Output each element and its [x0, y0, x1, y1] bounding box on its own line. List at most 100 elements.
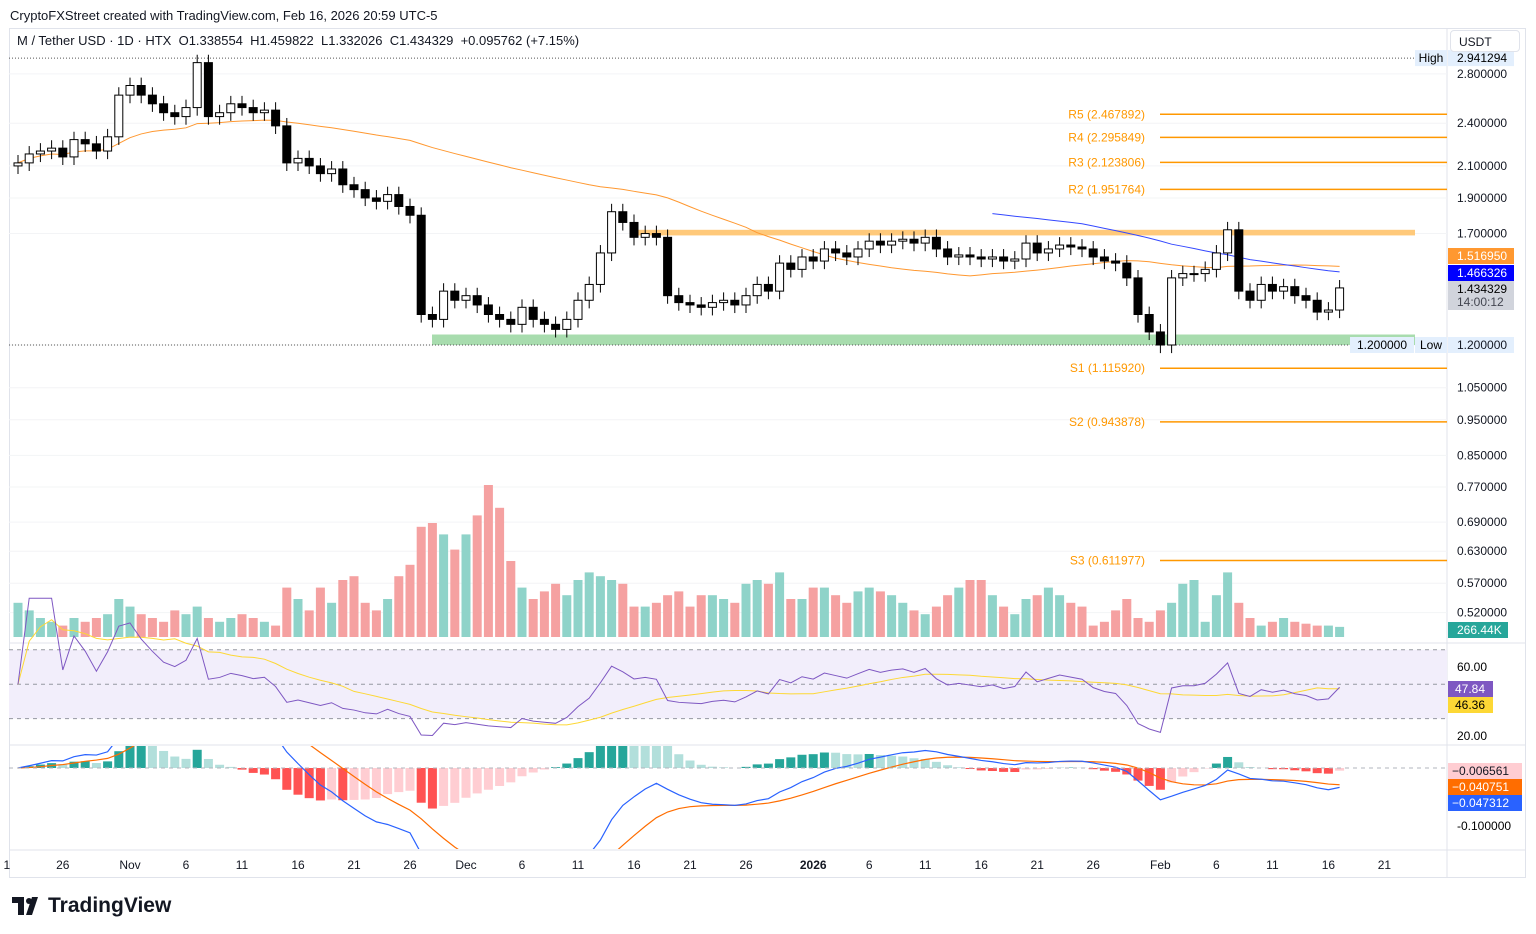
- macd-histogram-bar: [483, 768, 493, 790]
- candle-body: [786, 262, 796, 270]
- volume-bar: [640, 606, 650, 637]
- candle-body: [181, 107, 191, 118]
- price-tick-label: 2.400000: [1457, 116, 1507, 130]
- candle-body: [203, 62, 213, 118]
- price-tick-label: 0.690000: [1457, 515, 1507, 529]
- candle-body: [170, 112, 180, 118]
- volume-bar: [293, 599, 303, 637]
- low-value: 1.200000: [1357, 338, 1407, 352]
- macd-tick: -0.100000: [1457, 819, 1511, 833]
- time-tick-label: 16: [1322, 858, 1336, 872]
- macd-histogram-bar: [842, 754, 852, 768]
- macd-histogram-bar: [1144, 768, 1154, 786]
- pivot-label: S2 (0.943878): [1069, 415, 1145, 429]
- macd-histogram-bar: [69, 761, 79, 768]
- candle-body: [58, 147, 68, 158]
- macd-histogram-bar: [1088, 768, 1098, 770]
- macd-histogram-bar: [405, 768, 415, 791]
- macd-hist-tag-bg: [1448, 763, 1522, 779]
- symbol-name[interactable]: M / Tether USD · 1D · HTX: [17, 33, 172, 48]
- volume-bar: [539, 591, 549, 637]
- time-tick-label: 1: [3, 858, 10, 872]
- macd-histogram-bar: [1234, 762, 1244, 768]
- candle-body: [215, 112, 225, 118]
- high-label: High: [1419, 51, 1444, 65]
- price-tick-label: 2.100000: [1457, 159, 1507, 173]
- candle-body: [999, 256, 1009, 262]
- candle-body: [1290, 286, 1300, 297]
- candle-body: [853, 248, 863, 258]
- candle-body: [1043, 248, 1053, 254]
- volume-bar: [405, 564, 415, 637]
- pivot-label: R4 (2.295849): [1068, 130, 1145, 144]
- candle-body: [1088, 248, 1098, 258]
- macd-histogram-bar: [1335, 768, 1345, 771]
- time-tick-label: Feb: [1150, 858, 1171, 872]
- macd-histogram-bar: [1323, 768, 1333, 774]
- rsi-ma-tag: 46.36: [1455, 698, 1485, 712]
- volume-bar: [1335, 626, 1345, 637]
- volume-bar: [707, 595, 717, 637]
- macd-histogram-bar: [707, 766, 717, 768]
- macd-histogram-bar: [1290, 768, 1300, 771]
- support-zone: [432, 334, 1415, 345]
- low-label: Low: [1420, 338, 1442, 352]
- macd-histogram-bar: [629, 746, 639, 768]
- candle-body: [125, 85, 135, 96]
- candle-body: [887, 240, 897, 246]
- macd-histogram-bar: [461, 768, 471, 798]
- currency-button[interactable]: USDT: [1450, 30, 1520, 52]
- volume-bar: [47, 621, 57, 637]
- price-tick-label: 0.770000: [1457, 480, 1507, 494]
- sma-tag-bg: [1448, 248, 1514, 264]
- candle-body: [842, 252, 852, 258]
- price-tick-label: 2.800000: [1457, 67, 1507, 81]
- logo-text: TradingView: [48, 894, 172, 917]
- volume-bar: [282, 587, 292, 637]
- macd-histogram-bar: [248, 768, 258, 773]
- volume-bar: [808, 587, 818, 637]
- macd-histogram-bar: [203, 758, 213, 768]
- macd-signal-tag: −0.040751: [1452, 780, 1509, 794]
- candle-body: [674, 295, 684, 304]
- candle-body: [159, 103, 169, 114]
- macd-histogram-bar: [752, 764, 762, 768]
- candle-body: [461, 295, 471, 301]
- macd-histogram-bar: [1155, 768, 1165, 790]
- macd-histogram-bar: [215, 764, 225, 768]
- tradingview-logo[interactable]: TradingView: [12, 894, 171, 918]
- volume-bar: [1021, 599, 1031, 637]
- volume-bar: [775, 572, 785, 637]
- high-label-bg: [1415, 50, 1447, 67]
- macd-histogram-bar: [315, 768, 325, 801]
- candle-body: [931, 236, 941, 250]
- time-tick-label: 6: [183, 858, 190, 872]
- macd-histogram-bar: [439, 768, 449, 806]
- volume-bar: [573, 580, 583, 637]
- volume-bar: [1066, 602, 1076, 637]
- macd-histogram-bar: [775, 759, 785, 768]
- low-label-bg: [1415, 337, 1447, 353]
- high-value: 2.941294: [1457, 51, 1507, 65]
- volume-bar: [1200, 621, 1210, 637]
- volume-bar: [943, 595, 953, 637]
- time-tick-label: 26: [739, 858, 753, 872]
- candle-body: [595, 252, 605, 285]
- candle-body: [562, 318, 572, 330]
- candle-body: [831, 248, 841, 254]
- candle-body: [1155, 331, 1165, 346]
- volume-bar: [91, 618, 101, 637]
- candle-body: [293, 157, 303, 164]
- time-tick-label: 16: [627, 858, 641, 872]
- macd-histogram-bar: [58, 764, 68, 768]
- last-price-tag-bg: [1448, 281, 1514, 310]
- candle-body: [271, 109, 281, 127]
- macd-histogram-bar: [147, 746, 157, 768]
- volume-bar: [170, 610, 180, 637]
- macd-histogram-bar: [80, 761, 90, 768]
- volume-bar: [1144, 621, 1154, 637]
- candle-body: [47, 147, 57, 152]
- volume-bar: [875, 591, 885, 637]
- candle-body: [730, 299, 740, 306]
